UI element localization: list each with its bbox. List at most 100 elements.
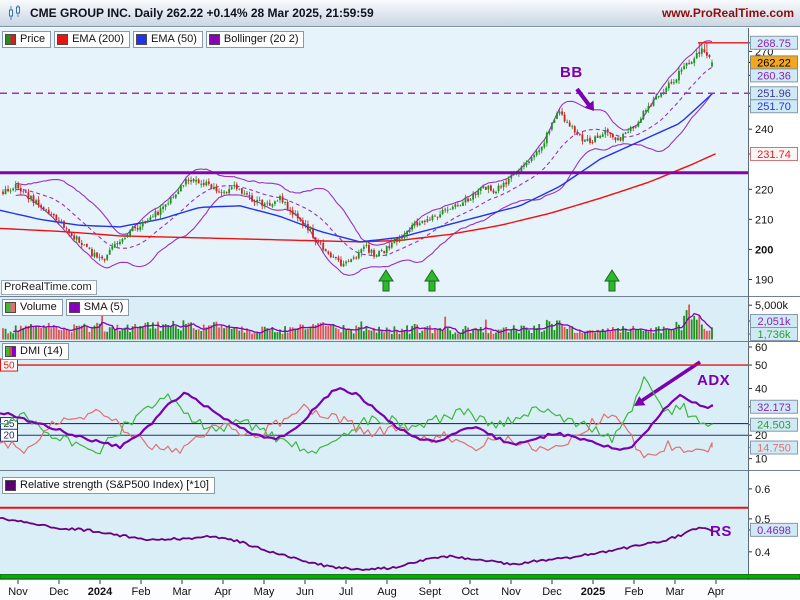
rs-legend: Relative strength (S&P500 Index) [*10] bbox=[2, 477, 215, 494]
axis-value-label: 2,051k bbox=[757, 316, 791, 328]
x-axis-month-label: 2024 bbox=[88, 586, 113, 598]
buy-signal-arrows bbox=[378, 269, 620, 292]
axis-value-label: 1,736k bbox=[757, 329, 791, 341]
legend-item-label: Bollinger (20 2) bbox=[223, 33, 299, 45]
legend-item-label: Relative strength (S&P500 Index) [*10] bbox=[20, 479, 209, 491]
rs-annotation-label: RS bbox=[710, 523, 732, 540]
indicator-swatch bbox=[5, 302, 16, 313]
axis-tick-label: 190 bbox=[755, 274, 773, 286]
legend-item-sma-5[interactable]: SMA (5) bbox=[65, 299, 130, 316]
axis-value-label-box bbox=[750, 147, 798, 162]
axis-tick-label: 0.6 bbox=[755, 484, 770, 496]
indicator-swatch bbox=[5, 346, 16, 357]
x-axis-month-label: Nov bbox=[8, 586, 28, 598]
dmi-legend: DMI (14) bbox=[2, 343, 69, 360]
axis-value-label: 268.75 bbox=[757, 38, 791, 50]
axis-value-label: 262.22 bbox=[757, 57, 791, 69]
axis-value-label-box bbox=[750, 399, 798, 414]
axis-value-label: 32.173 bbox=[757, 402, 791, 414]
bb-arrow bbox=[575, 87, 591, 107]
prorealtime-website-link[interactable]: www.ProRealTime.com bbox=[661, 6, 794, 20]
axis-value-label-box bbox=[750, 522, 798, 537]
buy-signal-arrow-icon bbox=[378, 269, 394, 292]
x-axis-month-label: Apr bbox=[707, 586, 724, 598]
annotation-arrows bbox=[575, 87, 701, 406]
axis-tick-label: 220 bbox=[755, 184, 773, 196]
dmi-axis[interactable]: 60 50 40 20 10 32.173 24.503 14.750 bbox=[748, 342, 798, 466]
volume-sma-line bbox=[13, 312, 713, 335]
axis-value-label: 260.36 bbox=[757, 70, 791, 82]
buy-signal-arrow-icon bbox=[424, 269, 440, 292]
ema50-line bbox=[0, 93, 713, 243]
legend-item-bollinger-20-2[interactable]: Bollinger (20 2) bbox=[205, 31, 305, 48]
axis-tick-label: 240 bbox=[755, 124, 773, 136]
axis-tick-label: 5,000k bbox=[755, 300, 789, 312]
x-axis-month-label: Mar bbox=[666, 586, 685, 598]
indicator-swatch bbox=[5, 34, 16, 45]
axis-tick-label: 200 bbox=[755, 244, 773, 256]
legend-item-volume[interactable]: Volume bbox=[2, 299, 63, 316]
dmi-adx-line bbox=[0, 387, 714, 451]
axis-value-label-box bbox=[750, 68, 798, 83]
axis-value-label: 231.74 bbox=[757, 149, 791, 161]
x-axis-month-label: 2025 bbox=[581, 586, 605, 598]
axis-tick-label: 10 bbox=[755, 454, 767, 466]
legend-item-label: DMI (14) bbox=[20, 345, 63, 357]
axis-value-label: 14.750 bbox=[757, 443, 791, 455]
volume-bars bbox=[2, 304, 713, 340]
x-axis[interactable]: Nov Dec 2024 Feb Mar Apr May Jun Jul Aug Sept Oct No… bbox=[8, 580, 725, 598]
x-axis-month-label: Feb bbox=[625, 586, 644, 598]
legend-item-label: Volume bbox=[20, 301, 57, 313]
indicator-swatch bbox=[136, 34, 148, 45]
indicator-swatch bbox=[208, 34, 220, 45]
x-axis-month-label: Sept bbox=[419, 586, 442, 598]
zoom-bar[interactable] bbox=[0, 574, 800, 579]
candlestick-icon bbox=[6, 4, 24, 22]
chart-title: CME GROUP INC. Daily 262.22 +0.14% 28 Ma… bbox=[30, 6, 374, 20]
x-axis-month-label: Mar bbox=[173, 586, 192, 598]
dmi-minus-di-line bbox=[0, 403, 713, 459]
chart-area: 50 25 20 270 240 220 210 200 190 268.75 262.22 260.… bbox=[0, 28, 800, 600]
indicator-swatch bbox=[57, 34, 69, 45]
x-axis-month-label: Jul bbox=[339, 586, 353, 598]
legend-item-label: EMA (200) bbox=[72, 33, 125, 45]
x-axis-month-label: Aug bbox=[377, 586, 397, 598]
bollinger-annotation-label: BB bbox=[560, 64, 583, 81]
legend-item-dmi-14[interactable]: DMI (14) bbox=[2, 343, 69, 360]
legend-item-ema-200[interactable]: EMA (200) bbox=[54, 31, 131, 48]
x-axis-month-label: Oct bbox=[461, 586, 478, 598]
dmi-level-label: 50 bbox=[3, 361, 15, 372]
zoom-range-bar[interactable] bbox=[0, 574, 800, 579]
indicator-swatch bbox=[68, 302, 80, 313]
axis-tick-label: 60 bbox=[755, 342, 767, 354]
price-axis[interactable]: 270240220210200190268.75262.22260.36251.… bbox=[748, 35, 798, 286]
axis-value-label-box bbox=[750, 99, 798, 114]
legend-item-ema-50[interactable]: EMA (50) bbox=[133, 31, 203, 48]
price-legend: Price EMA (200) EMA (50) Bollinger (20 2) bbox=[2, 31, 305, 48]
dmi-plus-di-line bbox=[0, 376, 713, 455]
adx-annotation-label: ADX bbox=[697, 372, 731, 389]
price-level-lines[interactable] bbox=[0, 42, 748, 175]
buy-signal-arrow-icon bbox=[604, 269, 620, 292]
axis-tick-label: 0.4 bbox=[755, 547, 770, 559]
bb-arrowhead-icon bbox=[584, 100, 594, 111]
legend-item-relative-strength-s-p500-index-10[interactable]: Relative strength (S&P500 Index) [*10] bbox=[2, 477, 215, 494]
axis-value-label-box bbox=[750, 35, 798, 50]
axis-value-label-box bbox=[750, 327, 798, 341]
axis-value-label: 0.4698 bbox=[757, 525, 791, 537]
x-axis-month-label: Nov bbox=[501, 586, 521, 598]
rs-line bbox=[0, 517, 713, 571]
legend-item-price[interactable]: Price bbox=[2, 31, 52, 48]
legend-item-label: EMA (50) bbox=[151, 33, 197, 45]
axis-tick-label: 50 bbox=[755, 360, 767, 372]
axis-value-label: 251.96 bbox=[757, 88, 791, 100]
x-axis-month-label: Dec bbox=[542, 586, 562, 598]
legend-item-label: SMA (5) bbox=[83, 301, 124, 313]
rs-axis[interactable]: 0.60.50.40.4698 bbox=[748, 484, 798, 559]
adx-arrowhead-icon bbox=[634, 396, 646, 406]
x-axis-month-label: Feb bbox=[132, 586, 151, 598]
x-axis-month-label: Jun bbox=[296, 586, 314, 598]
axis-value-label: 24.503 bbox=[757, 420, 791, 432]
